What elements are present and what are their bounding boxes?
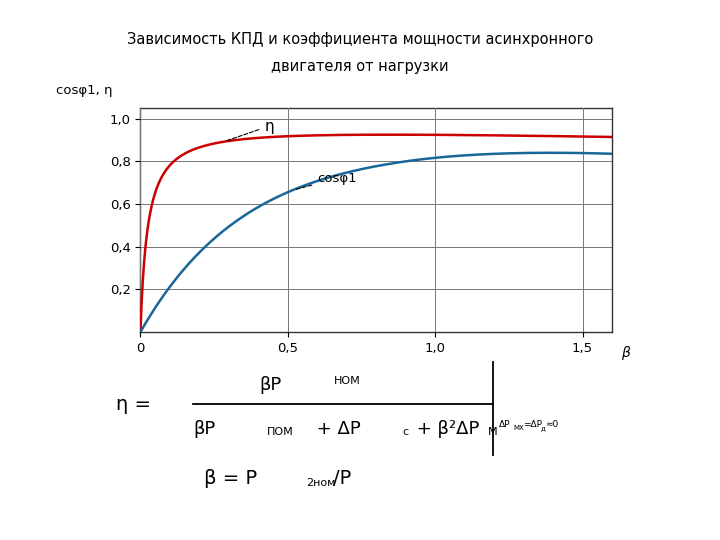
Text: двигателя от нагрузки: двигателя от нагрузки — [271, 59, 449, 75]
Text: д: д — [541, 425, 546, 431]
Text: + ΔP: + ΔP — [311, 420, 361, 438]
Text: β = P: β = P — [204, 469, 257, 488]
Text: МХ: МХ — [513, 425, 524, 431]
Text: НОМ: НОМ — [333, 376, 360, 386]
Text: ПОМ: ПОМ — [267, 427, 294, 437]
Text: cosφ1, η: cosφ1, η — [55, 84, 112, 97]
Text: β: β — [621, 346, 630, 360]
Text: βP: βP — [193, 420, 215, 438]
Text: βP: βP — [259, 376, 282, 394]
Text: Зависимость КПД и коэффициента мощности асинхронного: Зависимость КПД и коэффициента мощности … — [127, 32, 593, 48]
Text: ΔP: ΔP — [499, 420, 510, 429]
Text: =ΔP: =ΔP — [523, 420, 542, 429]
Text: η: η — [225, 119, 274, 141]
Text: ≈0: ≈0 — [546, 420, 559, 429]
Text: 2ном: 2ном — [306, 478, 336, 488]
Text: c: c — [402, 427, 408, 437]
Text: М: М — [487, 427, 498, 437]
Text: /P: /P — [333, 469, 351, 488]
Text: + β²ΔP: + β²ΔP — [410, 420, 479, 438]
Text: η =: η = — [116, 395, 151, 414]
Text: cosφ1: cosφ1 — [297, 172, 357, 189]
